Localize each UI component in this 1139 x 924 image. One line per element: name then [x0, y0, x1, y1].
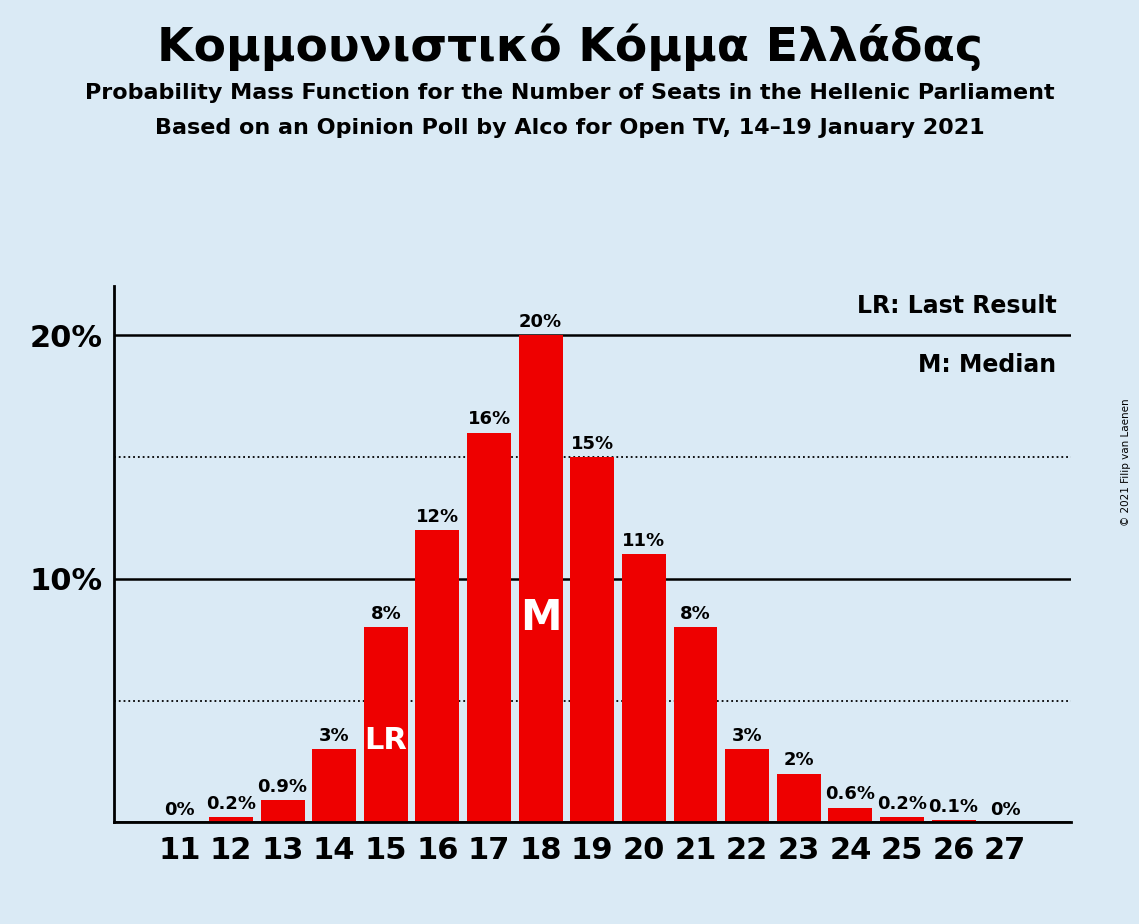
- Text: 11%: 11%: [622, 532, 665, 550]
- Text: 3%: 3%: [319, 727, 350, 745]
- Bar: [880, 818, 924, 822]
- Bar: [210, 818, 253, 822]
- Text: © 2021 Filip van Laenen: © 2021 Filip van Laenen: [1121, 398, 1131, 526]
- Text: Κομμουνιστικό Κόμμα Ελλάδας: Κομμουνιστικό Κόμμα Ελλάδας: [156, 23, 983, 70]
- Bar: [363, 627, 408, 822]
- Text: LR: LR: [364, 726, 408, 755]
- Text: 0.1%: 0.1%: [928, 797, 978, 816]
- Text: 12%: 12%: [416, 507, 459, 526]
- Text: 0.2%: 0.2%: [206, 796, 256, 813]
- Bar: [777, 773, 821, 822]
- Bar: [932, 820, 975, 822]
- Text: 0%: 0%: [164, 801, 195, 820]
- Text: Probability Mass Function for the Number of Seats in the Hellenic Parliament: Probability Mass Function for the Number…: [84, 83, 1055, 103]
- Text: Based on an Opinion Poll by Alco for Open TV, 14–19 January 2021: Based on an Opinion Poll by Alco for Ope…: [155, 118, 984, 139]
- Text: 3%: 3%: [732, 727, 762, 745]
- Text: 0.2%: 0.2%: [877, 796, 927, 813]
- Text: 0%: 0%: [990, 801, 1021, 820]
- Text: M: Median: M: Median: [918, 354, 1056, 377]
- Text: 8%: 8%: [680, 605, 711, 623]
- Bar: [726, 749, 769, 822]
- Text: 20%: 20%: [519, 313, 563, 331]
- Text: M: M: [519, 597, 562, 638]
- Text: 0.9%: 0.9%: [257, 778, 308, 796]
- Text: 0.6%: 0.6%: [826, 785, 876, 803]
- Bar: [467, 432, 511, 822]
- Bar: [312, 749, 357, 822]
- Text: 15%: 15%: [571, 434, 614, 453]
- Bar: [261, 800, 304, 822]
- Text: LR: Last Result: LR: Last Result: [857, 295, 1056, 319]
- Bar: [622, 554, 666, 822]
- Bar: [571, 457, 614, 822]
- Text: 2%: 2%: [784, 751, 814, 770]
- Bar: [828, 808, 872, 822]
- Bar: [673, 627, 718, 822]
- Bar: [518, 335, 563, 822]
- Bar: [416, 530, 459, 822]
- Text: 8%: 8%: [370, 605, 401, 623]
- Text: 16%: 16%: [467, 410, 510, 428]
